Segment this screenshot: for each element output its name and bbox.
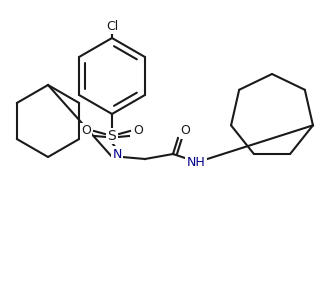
- Text: N: N: [112, 148, 122, 161]
- Text: O: O: [81, 125, 91, 138]
- Text: O: O: [133, 125, 143, 138]
- Text: S: S: [108, 129, 116, 143]
- Text: Cl: Cl: [106, 19, 118, 33]
- Text: NH: NH: [187, 155, 205, 168]
- Text: O: O: [180, 125, 190, 138]
